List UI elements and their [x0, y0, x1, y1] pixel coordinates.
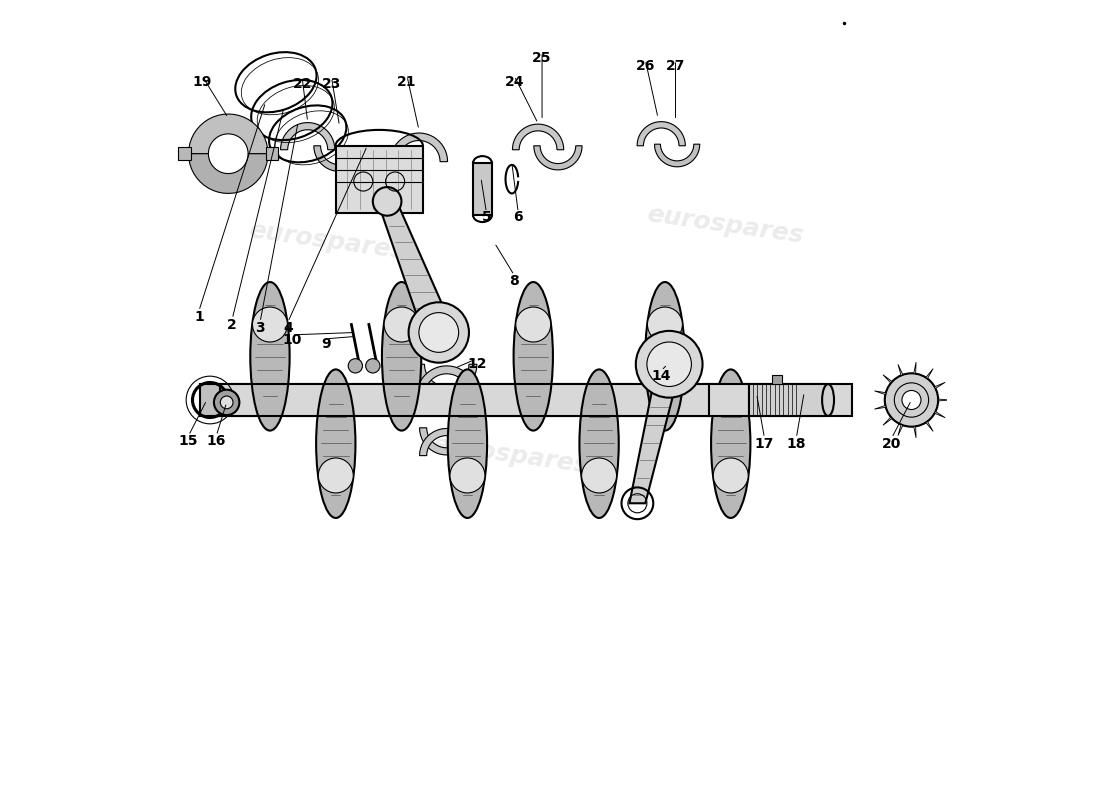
Text: 5: 5 — [482, 210, 492, 224]
Circle shape — [349, 358, 363, 373]
Polygon shape — [637, 122, 685, 146]
Text: 3: 3 — [255, 322, 265, 335]
Circle shape — [902, 390, 921, 410]
Circle shape — [373, 187, 402, 216]
Text: 20: 20 — [882, 437, 901, 450]
Bar — [336, 146, 422, 214]
Text: 22: 22 — [293, 77, 312, 91]
Text: eurospares: eurospares — [645, 202, 805, 248]
Polygon shape — [417, 366, 477, 396]
Circle shape — [713, 458, 748, 493]
Circle shape — [220, 396, 233, 409]
Polygon shape — [314, 146, 365, 171]
Circle shape — [884, 374, 938, 426]
Text: 19: 19 — [192, 75, 211, 90]
Polygon shape — [513, 124, 563, 150]
Ellipse shape — [822, 384, 834, 416]
Polygon shape — [898, 424, 905, 436]
Polygon shape — [924, 420, 933, 431]
Text: 6: 6 — [514, 210, 522, 224]
Bar — [772, 374, 782, 384]
Ellipse shape — [316, 370, 355, 518]
Bar — [217, 384, 708, 416]
Polygon shape — [390, 133, 448, 162]
Polygon shape — [419, 428, 474, 455]
Polygon shape — [934, 382, 945, 390]
Polygon shape — [654, 144, 700, 167]
Text: 4: 4 — [283, 322, 293, 335]
Circle shape — [384, 307, 419, 342]
Bar — [200, 384, 220, 416]
Text: 10: 10 — [282, 334, 301, 347]
Text: eurospares: eurospares — [248, 218, 407, 264]
Polygon shape — [188, 154, 268, 194]
Ellipse shape — [514, 282, 553, 430]
Ellipse shape — [448, 370, 487, 518]
Ellipse shape — [251, 282, 289, 430]
Circle shape — [419, 313, 459, 352]
Polygon shape — [188, 114, 268, 154]
Text: 16: 16 — [207, 434, 226, 448]
Bar — [178, 147, 191, 160]
Text: 15: 15 — [179, 434, 198, 448]
Polygon shape — [280, 122, 334, 150]
Polygon shape — [883, 415, 894, 426]
Bar — [473, 163, 492, 215]
Polygon shape — [629, 364, 681, 503]
Bar — [217, 384, 851, 416]
Text: 26: 26 — [636, 59, 654, 74]
Polygon shape — [898, 364, 905, 376]
Text: 14: 14 — [651, 369, 671, 383]
Circle shape — [214, 390, 240, 415]
Circle shape — [408, 302, 469, 362]
Polygon shape — [417, 364, 477, 394]
Polygon shape — [708, 384, 749, 416]
Polygon shape — [534, 146, 582, 170]
Polygon shape — [912, 426, 917, 438]
Polygon shape — [419, 429, 474, 456]
Bar — [265, 147, 278, 160]
Polygon shape — [874, 403, 887, 410]
Polygon shape — [912, 362, 917, 374]
Ellipse shape — [646, 282, 684, 430]
Text: 27: 27 — [666, 59, 685, 74]
Text: 8: 8 — [509, 274, 519, 288]
Circle shape — [318, 458, 353, 493]
Text: 21: 21 — [397, 75, 417, 90]
Circle shape — [647, 342, 692, 386]
Text: 17: 17 — [755, 437, 774, 450]
Text: eurospares: eurospares — [430, 433, 591, 478]
Text: 12: 12 — [468, 358, 486, 371]
Text: 25: 25 — [532, 51, 552, 66]
Polygon shape — [938, 397, 949, 403]
Circle shape — [365, 358, 380, 373]
Circle shape — [516, 307, 551, 342]
Ellipse shape — [711, 370, 750, 518]
Text: 24: 24 — [505, 75, 524, 90]
Ellipse shape — [580, 370, 618, 518]
Circle shape — [648, 307, 682, 342]
Bar — [749, 384, 828, 416]
Text: 23: 23 — [322, 77, 341, 91]
Polygon shape — [934, 410, 945, 418]
Ellipse shape — [382, 282, 421, 430]
Text: 1: 1 — [194, 310, 204, 323]
Text: 9: 9 — [321, 338, 331, 351]
Circle shape — [253, 307, 287, 342]
Polygon shape — [874, 390, 887, 397]
Text: 18: 18 — [786, 437, 806, 450]
Circle shape — [582, 458, 617, 493]
Text: 2: 2 — [228, 318, 238, 331]
Polygon shape — [924, 369, 933, 380]
Circle shape — [636, 331, 703, 398]
Polygon shape — [377, 202, 454, 333]
Polygon shape — [883, 374, 894, 385]
Circle shape — [450, 458, 485, 493]
